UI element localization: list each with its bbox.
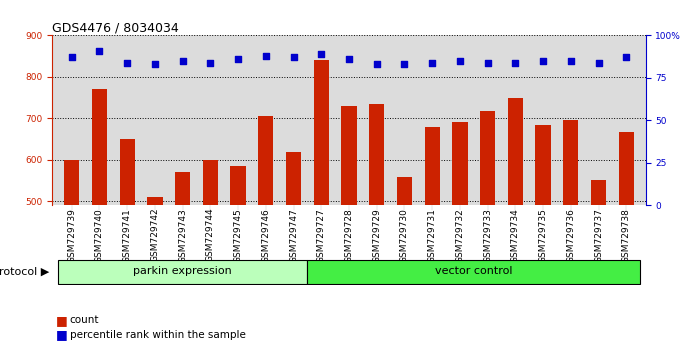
Text: GSM729743: GSM729743 bbox=[178, 208, 187, 263]
Text: GSM729738: GSM729738 bbox=[622, 208, 631, 263]
Bar bbox=[563, 120, 579, 354]
Text: GSM729737: GSM729737 bbox=[594, 208, 603, 263]
Bar bbox=[230, 166, 246, 354]
Point bbox=[371, 62, 383, 67]
Bar bbox=[313, 60, 329, 354]
Bar bbox=[424, 127, 440, 354]
Bar bbox=[147, 197, 163, 354]
Text: GSM729729: GSM729729 bbox=[372, 208, 381, 263]
Bar bbox=[175, 172, 191, 354]
Point bbox=[565, 58, 577, 64]
Bar bbox=[258, 116, 274, 354]
Bar bbox=[307, 260, 640, 284]
Bar bbox=[397, 177, 412, 354]
Point bbox=[260, 53, 272, 59]
Bar bbox=[369, 104, 385, 354]
Point bbox=[94, 48, 105, 53]
Text: parkin expression: parkin expression bbox=[133, 266, 232, 276]
Text: GSM729736: GSM729736 bbox=[566, 208, 575, 263]
Bar bbox=[64, 160, 80, 354]
Point bbox=[177, 58, 188, 64]
Text: GSM729740: GSM729740 bbox=[95, 208, 104, 263]
Text: GSM729745: GSM729745 bbox=[234, 208, 243, 263]
Text: GSM729734: GSM729734 bbox=[511, 208, 520, 263]
Bar bbox=[452, 122, 468, 354]
Text: vector control: vector control bbox=[435, 266, 512, 276]
Point bbox=[288, 55, 299, 60]
Point bbox=[315, 51, 327, 57]
Text: GSM729739: GSM729739 bbox=[67, 208, 76, 263]
Text: GSM729744: GSM729744 bbox=[206, 208, 215, 262]
Bar bbox=[119, 139, 135, 354]
Text: GSM729746: GSM729746 bbox=[261, 208, 270, 263]
Bar bbox=[202, 160, 218, 354]
Text: GSM729727: GSM729727 bbox=[317, 208, 326, 263]
Point bbox=[66, 55, 77, 60]
Bar bbox=[507, 98, 523, 354]
Text: GSM729741: GSM729741 bbox=[123, 208, 132, 263]
Text: GSM729742: GSM729742 bbox=[151, 208, 159, 262]
Point bbox=[426, 60, 438, 65]
Point bbox=[537, 58, 549, 64]
Bar bbox=[92, 89, 107, 354]
Bar bbox=[618, 132, 634, 354]
Text: count: count bbox=[70, 315, 99, 325]
Point bbox=[454, 58, 466, 64]
Point bbox=[399, 62, 410, 67]
Text: ■: ■ bbox=[56, 328, 68, 341]
Bar bbox=[480, 111, 496, 354]
Point bbox=[232, 56, 244, 62]
Point bbox=[482, 60, 493, 65]
Point bbox=[343, 56, 355, 62]
Text: GDS4476 / 8034034: GDS4476 / 8034034 bbox=[52, 21, 179, 34]
Text: GSM729728: GSM729728 bbox=[345, 208, 353, 263]
Text: GSM729732: GSM729732 bbox=[455, 208, 464, 263]
Text: GSM729747: GSM729747 bbox=[289, 208, 298, 263]
Text: percentile rank within the sample: percentile rank within the sample bbox=[70, 330, 246, 339]
Bar bbox=[535, 125, 551, 354]
Bar bbox=[58, 260, 307, 284]
Point bbox=[121, 60, 133, 65]
Text: GSM729731: GSM729731 bbox=[428, 208, 437, 263]
Bar bbox=[286, 152, 301, 354]
Bar bbox=[591, 180, 606, 354]
Point bbox=[510, 60, 521, 65]
Point bbox=[621, 55, 632, 60]
Text: GSM729735: GSM729735 bbox=[539, 208, 547, 263]
Bar bbox=[341, 106, 357, 354]
Point bbox=[593, 60, 604, 65]
Text: protocol ▶: protocol ▶ bbox=[0, 267, 49, 277]
Text: GSM729730: GSM729730 bbox=[400, 208, 409, 263]
Point bbox=[205, 60, 216, 65]
Text: GSM729733: GSM729733 bbox=[483, 208, 492, 263]
Point bbox=[149, 62, 161, 67]
Text: ■: ■ bbox=[56, 314, 68, 327]
